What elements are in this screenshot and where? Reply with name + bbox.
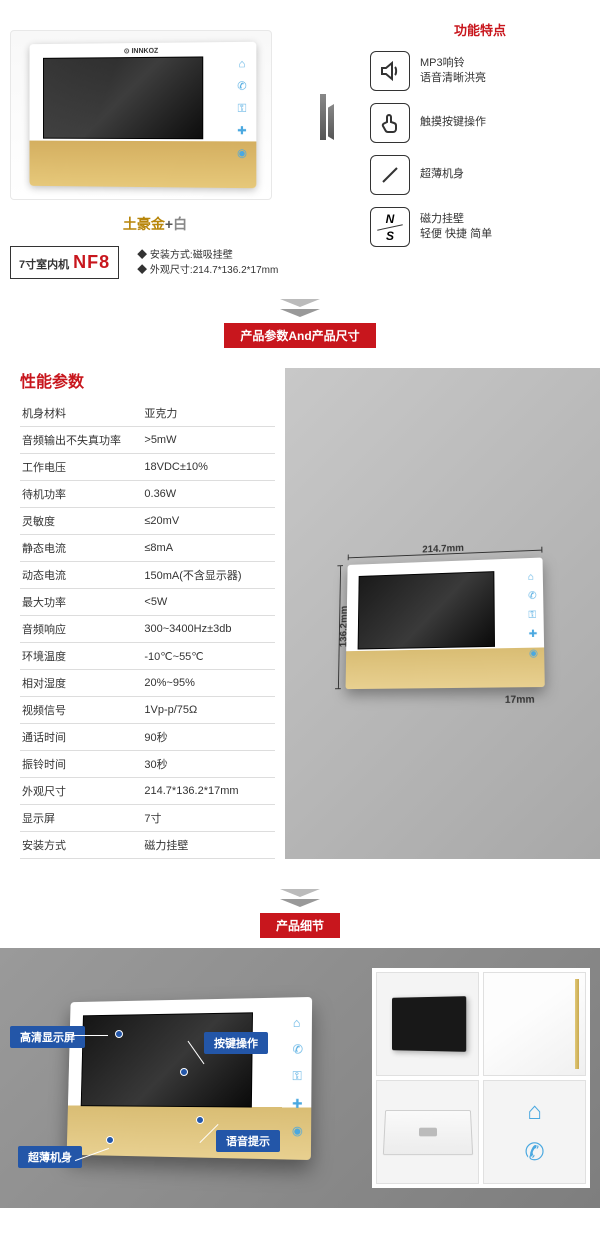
spec-row: 静态电流≤8mA — [20, 535, 275, 562]
dimensions-device: ⌂ ✆ ⚿ ✚ ◉ 214.7mm 136.2mm 17mm — [345, 557, 544, 689]
detail-side-icons: ⌂ ✆ ⚿ ✚ ◉ — [292, 1015, 304, 1138]
key-icon: ✚ — [236, 125, 248, 137]
detail-callout-area: ⌂ ✆ ⚿ ✚ ◉ 高清显示屏 超薄机身 按键操作 语音提示 — [10, 968, 362, 1188]
install-line2: ◆ 外观尺寸:214.7*136.2*17mm — [137, 263, 278, 278]
device-side-icons: ⌂ ✆ ⚿ ✚ ◉ — [236, 58, 248, 160]
spec-row: 工作电压18VDC±10% — [20, 454, 275, 481]
spec-row: 振铃时间30秒 — [20, 751, 275, 778]
spec-row: 机身材料亚克力 — [20, 400, 275, 427]
hero-section: ⊙ INNKOZ ⌂ ✆ ⚿ ✚ ◉ 土豪金+白 7寸室内机 NF — [0, 0, 600, 289]
touch-icon — [370, 103, 410, 143]
feature-text: 触摸按键操作 — [420, 115, 486, 130]
detail-thumbnails: ⌂ ✆ — [372, 968, 590, 1188]
model-box: 7寸室内机 NF8 — [10, 246, 119, 279]
dim-height: 136.2mm — [338, 605, 349, 647]
callout-slim: 超薄机身 — [18, 1146, 82, 1168]
feature-item: 触摸按键操作 — [370, 103, 590, 143]
color-variant: 土豪金+白 — [10, 214, 300, 234]
thumb-phone-icon: ✆ — [524, 1138, 544, 1167]
color-white-label: 白 — [173, 216, 187, 232]
spec-row: 灵敏度≤20mV — [20, 508, 275, 535]
detail-screen — [81, 1012, 253, 1107]
feature-item: MP3响铃语音清晰洪亮 — [370, 51, 590, 91]
spec-row: 显示屏7寸 — [20, 805, 275, 832]
spec-table-column: 性能参数 机身材料亚克力音频输出不失真功率>5mW工作电压18VDC±10%待机… — [0, 368, 285, 859]
spec-row: 相对湿度20%~95% — [20, 670, 275, 697]
dim-depth: 17mm — [504, 694, 534, 706]
spec-row: 环境温度-10℃~55℃ — [20, 643, 275, 670]
product-column: ⊙ INNKOZ ⌂ ✆ ⚿ ✚ ◉ 土豪金+白 7寸室内机 NF — [10, 20, 300, 279]
spec-row: 视频信号1Vp-p/75Ω — [20, 697, 275, 724]
phone-icon: ✆ — [236, 80, 248, 92]
spec-row: 通话时间90秒 — [20, 724, 275, 751]
callout-screen: 高清显示屏 — [10, 1026, 85, 1048]
dims-side-icons: ⌂ ✆ ⚿ ✚ ◉ — [527, 571, 537, 659]
arrow-indicator — [320, 94, 350, 145]
sep1-a: 产品参数 — [240, 329, 288, 343]
spec-row: 音频响应300~3400Hz±3db — [20, 616, 275, 643]
features-title: 功能特点 — [370, 20, 590, 39]
dimensions-column: ⌂ ✆ ⚿ ✚ ◉ 214.7mm 136.2mm 17mm — [285, 368, 600, 859]
separator-specs: 产品参数And产品尺寸 — [0, 299, 600, 348]
thumb-home-icon: ⌂ — [527, 1098, 542, 1126]
spec-row: 外观尺寸214.7*136.2*17mm — [20, 778, 275, 805]
install-line1: ◆ 安装方式:磁吸挂壁 — [137, 248, 278, 263]
thumb-screen — [376, 972, 479, 1076]
spec-row: 音频输出不失真功率>5mW — [20, 427, 275, 454]
spec-row: 安装方式磁力挂壁 — [20, 832, 275, 859]
color-gold-label: 土豪金 — [123, 216, 165, 232]
specs-section: 性能参数 机身材料亚克力音频输出不失真功率>5mW工作电压18VDC±10%待机… — [0, 358, 600, 879]
unlock-icon: ⚿ — [236, 103, 248, 115]
color-plus: + — [165, 216, 173, 232]
separator-title-details: 产品细节 — [260, 913, 340, 938]
install-info: ◆ 安装方式:磁吸挂壁 ◆ 外观尺寸:214.7*136.2*17mm — [137, 248, 278, 278]
model-code: NF8 — [73, 252, 110, 273]
separator-title: 产品参数And产品尺寸 — [224, 323, 375, 348]
device-card: ⊙ INNKOZ ⌂ ✆ ⚿ ✚ ◉ — [10, 30, 272, 200]
speaker-icon — [370, 51, 410, 91]
magnet-icon: NS — [370, 207, 410, 247]
thumb-icons: ⌂ ✆ — [483, 1080, 586, 1184]
spec-row: 动态电流150mA(不含显示器) — [20, 562, 275, 589]
model-row: 7寸室内机 NF8 ◆ 安装方式:磁吸挂壁 ◆ 外观尺寸:214.7*136.2… — [10, 246, 300, 279]
brand-logo: ⊙ INNKOZ — [124, 47, 158, 55]
spec-title: 性能参数 — [20, 368, 275, 392]
model-category: 7寸室内机 — [19, 256, 69, 272]
dim-width: 214.7mm — [422, 543, 464, 555]
device-screen — [43, 56, 203, 139]
separator-details: 产品细节 — [0, 889, 600, 938]
sep1-and: And — [288, 329, 311, 343]
spec-row: 最大功率<5W — [20, 589, 275, 616]
monitor-icon: ◉ — [236, 147, 248, 159]
callout-buttons: 按键操作 — [204, 1032, 268, 1054]
sep1-b: 产品尺寸 — [312, 329, 360, 343]
spec-table: 机身材料亚克力音频输出不失真功率>5mW工作电压18VDC±10%待机功率0.3… — [20, 400, 275, 859]
slim-icon — [370, 155, 410, 195]
home-icon: ⌂ — [236, 58, 248, 70]
device-mockup: ⊙ INNKOZ ⌂ ✆ ⚿ ✚ ◉ — [30, 42, 257, 188]
feature-text: 超薄机身 — [420, 167, 464, 182]
thumb-edge — [483, 972, 586, 1076]
feature-text: 磁力挂壁轻便 快捷 简单 — [420, 212, 492, 243]
spec-row: 待机功率0.36W — [20, 481, 275, 508]
features-list: MP3响铃语音清晰洪亮触摸按键操作超薄机身 NS 磁力挂壁轻便 快捷 简单 — [370, 51, 590, 247]
feature-item: 超薄机身 — [370, 155, 590, 195]
thumb-back — [376, 1080, 479, 1184]
callout-voice: 语音提示 — [216, 1130, 280, 1152]
feature-text: MP3响铃语音清晰洪亮 — [420, 56, 486, 87]
dims-screen — [357, 571, 494, 649]
features-column: 功能特点 MP3响铃语音清晰洪亮触摸按键操作超薄机身 NS 磁力挂壁轻便 快捷 简单 — [370, 20, 590, 279]
details-section: ⌂ ✆ ⚿ ✚ ◉ 高清显示屏 超薄机身 按键操作 语音提示 ⌂ ✆ — [0, 948, 600, 1208]
feature-item: NS 磁力挂壁轻便 快捷 简单 — [370, 207, 590, 247]
